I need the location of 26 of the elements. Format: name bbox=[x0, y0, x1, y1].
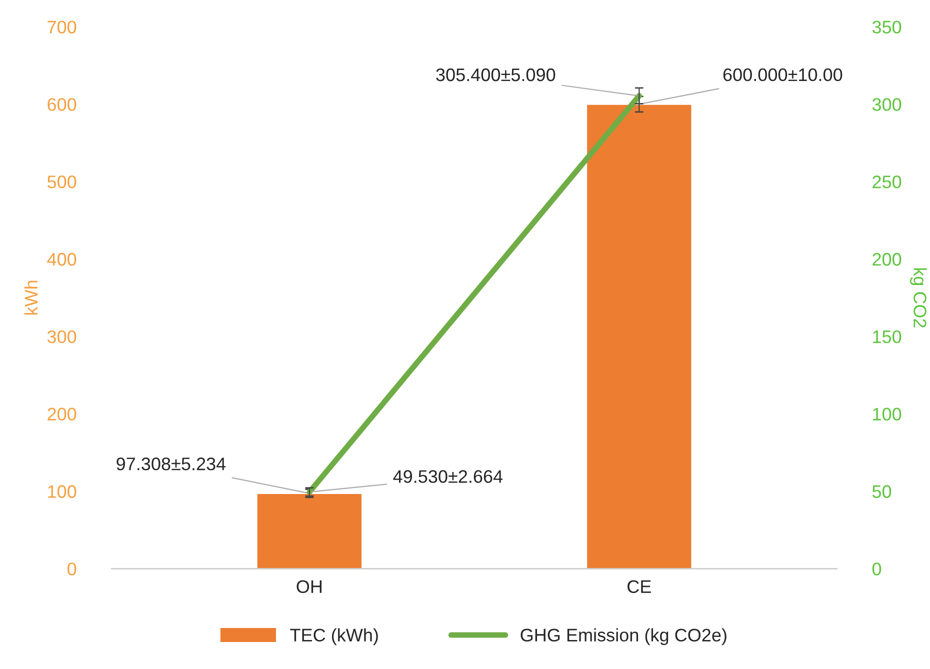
y2-tick-label: 150 bbox=[873, 330, 902, 344]
data-label: 305.400±5.090 bbox=[436, 68, 556, 82]
y-tick-label: 100 bbox=[48, 485, 76, 498]
y-tick-label: 300 bbox=[47, 330, 76, 344]
x-tick-label: OH bbox=[296, 580, 322, 594]
y-tick-label: 400 bbox=[47, 252, 76, 266]
y2-tick-label: 300 bbox=[872, 98, 902, 111]
y-tick-label: 600 bbox=[48, 98, 76, 111]
y2-tick-label: 100 bbox=[873, 408, 902, 421]
y-tick-label: 200 bbox=[48, 408, 76, 421]
y-axis-title: kWh bbox=[24, 280, 38, 315]
y-tick-label: 700 bbox=[48, 20, 76, 34]
x-tick-label: CE bbox=[628, 580, 651, 594]
legend-label: TEC (kWh) bbox=[290, 628, 378, 646]
legend-label: GHG Emission (kg CO2e) bbox=[520, 628, 726, 646]
y-tick-label: 500 bbox=[47, 176, 76, 188]
y-tick-label: 0 bbox=[68, 562, 76, 576]
y2-tick-label: 0 bbox=[872, 562, 882, 576]
y2-tick-label: 250 bbox=[872, 176, 902, 188]
y2-tick-label: 200 bbox=[872, 252, 902, 266]
y2-tick-label: 50 bbox=[872, 485, 892, 498]
y2-axis-title: kg CO2 bbox=[910, 268, 927, 328]
data-label: 600.000±10.00 bbox=[723, 68, 842, 82]
y2-tick-label: 350 bbox=[872, 20, 902, 34]
data-label: 97.308±5.234 bbox=[116, 458, 226, 470]
data-label: 49.530±2.664 bbox=[393, 470, 503, 483]
